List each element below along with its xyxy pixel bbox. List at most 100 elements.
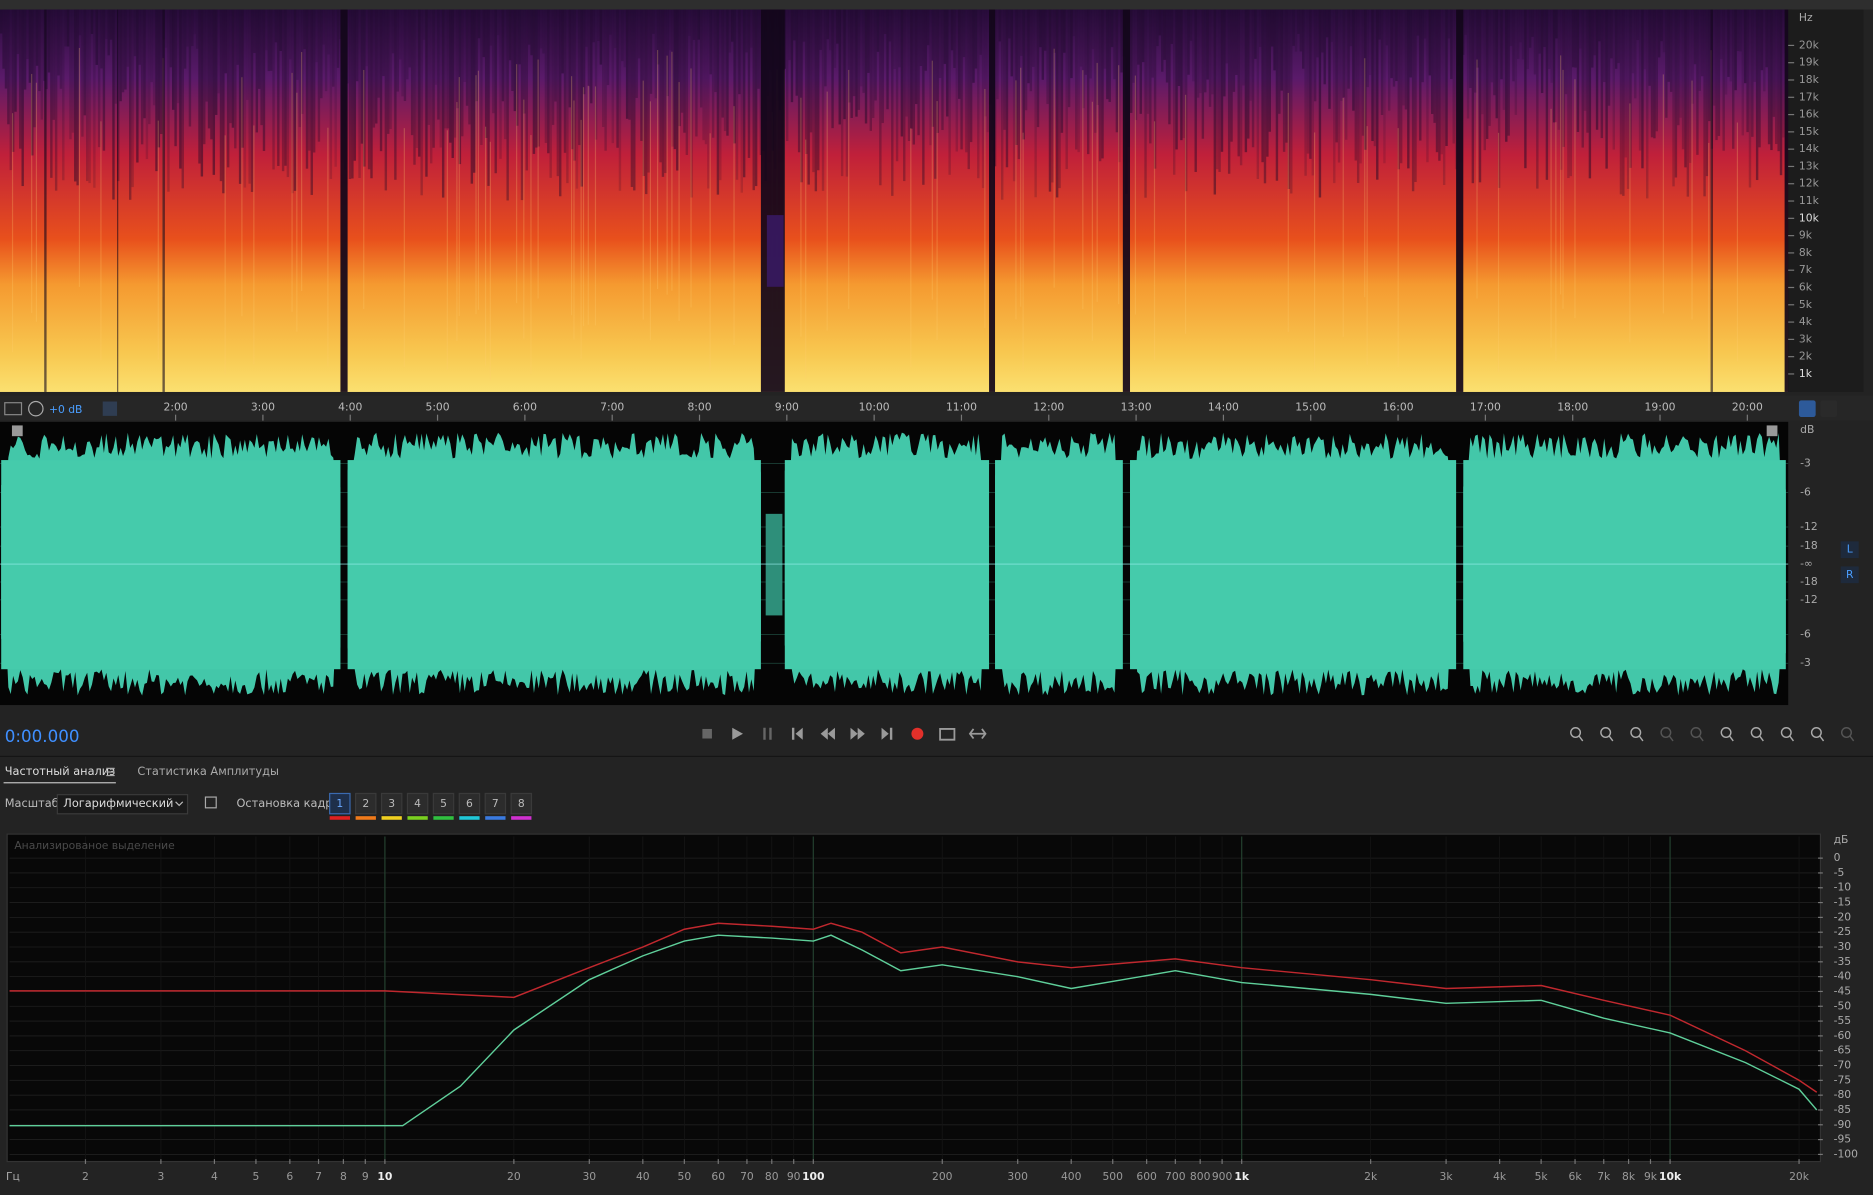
scale-select[interactable]: [56, 794, 189, 815]
gain-knob[interactable]: [28, 400, 44, 417]
tab-amplitude[interactable]: Статистика Амплитуды: [137, 764, 279, 778]
waveform-core: [347, 460, 761, 670]
spectral-streak: [1748, 9, 1752, 188]
spectral-streak: [425, 9, 428, 177]
spectral-streak: [1089, 9, 1092, 79]
freeze-button[interactable]: [510, 792, 533, 815]
channel-toggle[interactable]: [1840, 566, 1859, 584]
zoom-button[interactable]: [1840, 727, 1855, 742]
forward-button[interactable]: [850, 727, 865, 740]
spectral-streak: [260, 9, 263, 126]
spectral-streak: [1263, 9, 1267, 184]
spectral-streak: [112, 9, 115, 200]
record-button[interactable]: [911, 727, 924, 740]
freq-label: 11k: [1799, 194, 1820, 207]
freeze-button[interactable]: [406, 792, 429, 815]
zoom-button[interactable]: [1690, 727, 1704, 742]
zoom-button[interactable]: [1600, 727, 1614, 742]
spectral-streak: [931, 9, 935, 127]
zoom-button[interactable]: [1570, 727, 1584, 742]
spectral-streak: [1517, 9, 1520, 59]
spectral-streak: [1600, 9, 1604, 139]
spectral-streak: [1261, 9, 1264, 163]
meter-icon[interactable]: [4, 402, 23, 416]
spectral-streak: [850, 9, 853, 118]
spectral-streak: [895, 9, 899, 162]
handle[interactable]: [1766, 425, 1778, 437]
spectral-streak: [805, 9, 808, 154]
spectral-streak: [296, 92, 298, 332]
spectral-streak: [241, 9, 244, 148]
spectral-streak: [224, 9, 227, 74]
skip-button[interactable]: [968, 728, 987, 740]
spectral-streak: [752, 9, 755, 191]
spectral-streak: [377, 9, 380, 98]
x-tick-label: 9k: [1644, 1170, 1658, 1183]
db-label: -12: [1800, 593, 1818, 606]
tab-menu[interactable]: [106, 767, 115, 777]
spectral-streak: [974, 9, 978, 69]
view-button[interactable]: [1798, 400, 1816, 418]
spectral-streak: [1581, 9, 1584, 148]
zoom-button[interactable]: [1810, 727, 1825, 742]
stop-button[interactable]: [702, 728, 712, 739]
freeze-button[interactable]: [484, 792, 507, 815]
spectral-streak: [1177, 9, 1181, 86]
x-tick-label: 60: [711, 1170, 725, 1183]
to-start-button[interactable]: [791, 727, 803, 740]
zoom-button[interactable]: [1660, 727, 1674, 742]
spectral-streak: [914, 9, 918, 105]
freeze-button[interactable]: [329, 792, 351, 815]
to-end-button[interactable]: [881, 727, 893, 740]
x-tick-label: 9: [362, 1170, 369, 1183]
spectral-streak: [11, 9, 15, 152]
spectral-streak: [633, 9, 636, 191]
rewind-button[interactable]: [820, 727, 835, 740]
spectral-streak: [1476, 9, 1479, 68]
zoom-button[interactable]: [1780, 727, 1795, 742]
channel-toggle[interactable]: [1840, 541, 1859, 559]
spectral-streak: [1686, 9, 1690, 197]
spectral-streak: [1005, 9, 1009, 168]
spectral-streak: [1665, 9, 1668, 118]
spectral-streak: [1619, 9, 1623, 195]
play-button[interactable]: [732, 727, 743, 740]
spectral-streak: [324, 9, 328, 92]
spectral-streak: [559, 9, 562, 197]
spectral-streak: [936, 101, 938, 341]
spectral-streak: [401, 9, 404, 97]
spectral-streak: [1667, 9, 1670, 82]
spectral-streak: [678, 82, 680, 322]
zoom-button[interactable]: [1630, 727, 1644, 742]
freeze-number: 2: [362, 797, 369, 810]
loop-button[interactable]: [939, 728, 956, 741]
freeze-button[interactable]: [355, 792, 377, 815]
zoom-handle: [1759, 735, 1764, 742]
freeze-color: [381, 816, 402, 820]
spectral-streak: [860, 9, 863, 87]
freeze-button[interactable]: [458, 792, 481, 815]
pause-button[interactable]: [763, 727, 772, 740]
spectral-streak: [659, 9, 662, 163]
spectral-streak: [456, 102, 458, 342]
handle[interactable]: [11, 425, 23, 437]
spectral-streak: [984, 88, 986, 328]
freeze-button[interactable]: [432, 792, 455, 815]
spectral-streak: [446, 9, 450, 129]
spectral-streak: [857, 9, 861, 110]
marker-button[interactable]: [1820, 400, 1838, 418]
copy-button[interactable]: [204, 796, 217, 809]
spectral-streak: [31, 73, 33, 313]
spectral-streak: [1775, 9, 1778, 144]
spectral-streak: [35, 82, 38, 322]
x-tick-label: 4: [211, 1170, 218, 1183]
spectral-streak: [269, 9, 273, 71]
spectral-streak: [291, 72, 293, 312]
freeze-color: [433, 816, 454, 820]
freeze-button[interactable]: [380, 792, 403, 815]
tab-frequency[interactable]: Частотный анализ: [5, 764, 115, 778]
zoom-button[interactable]: [1750, 727, 1764, 742]
zoom-button[interactable]: [1720, 727, 1734, 742]
pin-button[interactable]: [102, 401, 118, 416]
spectral-streak: [845, 9, 849, 177]
